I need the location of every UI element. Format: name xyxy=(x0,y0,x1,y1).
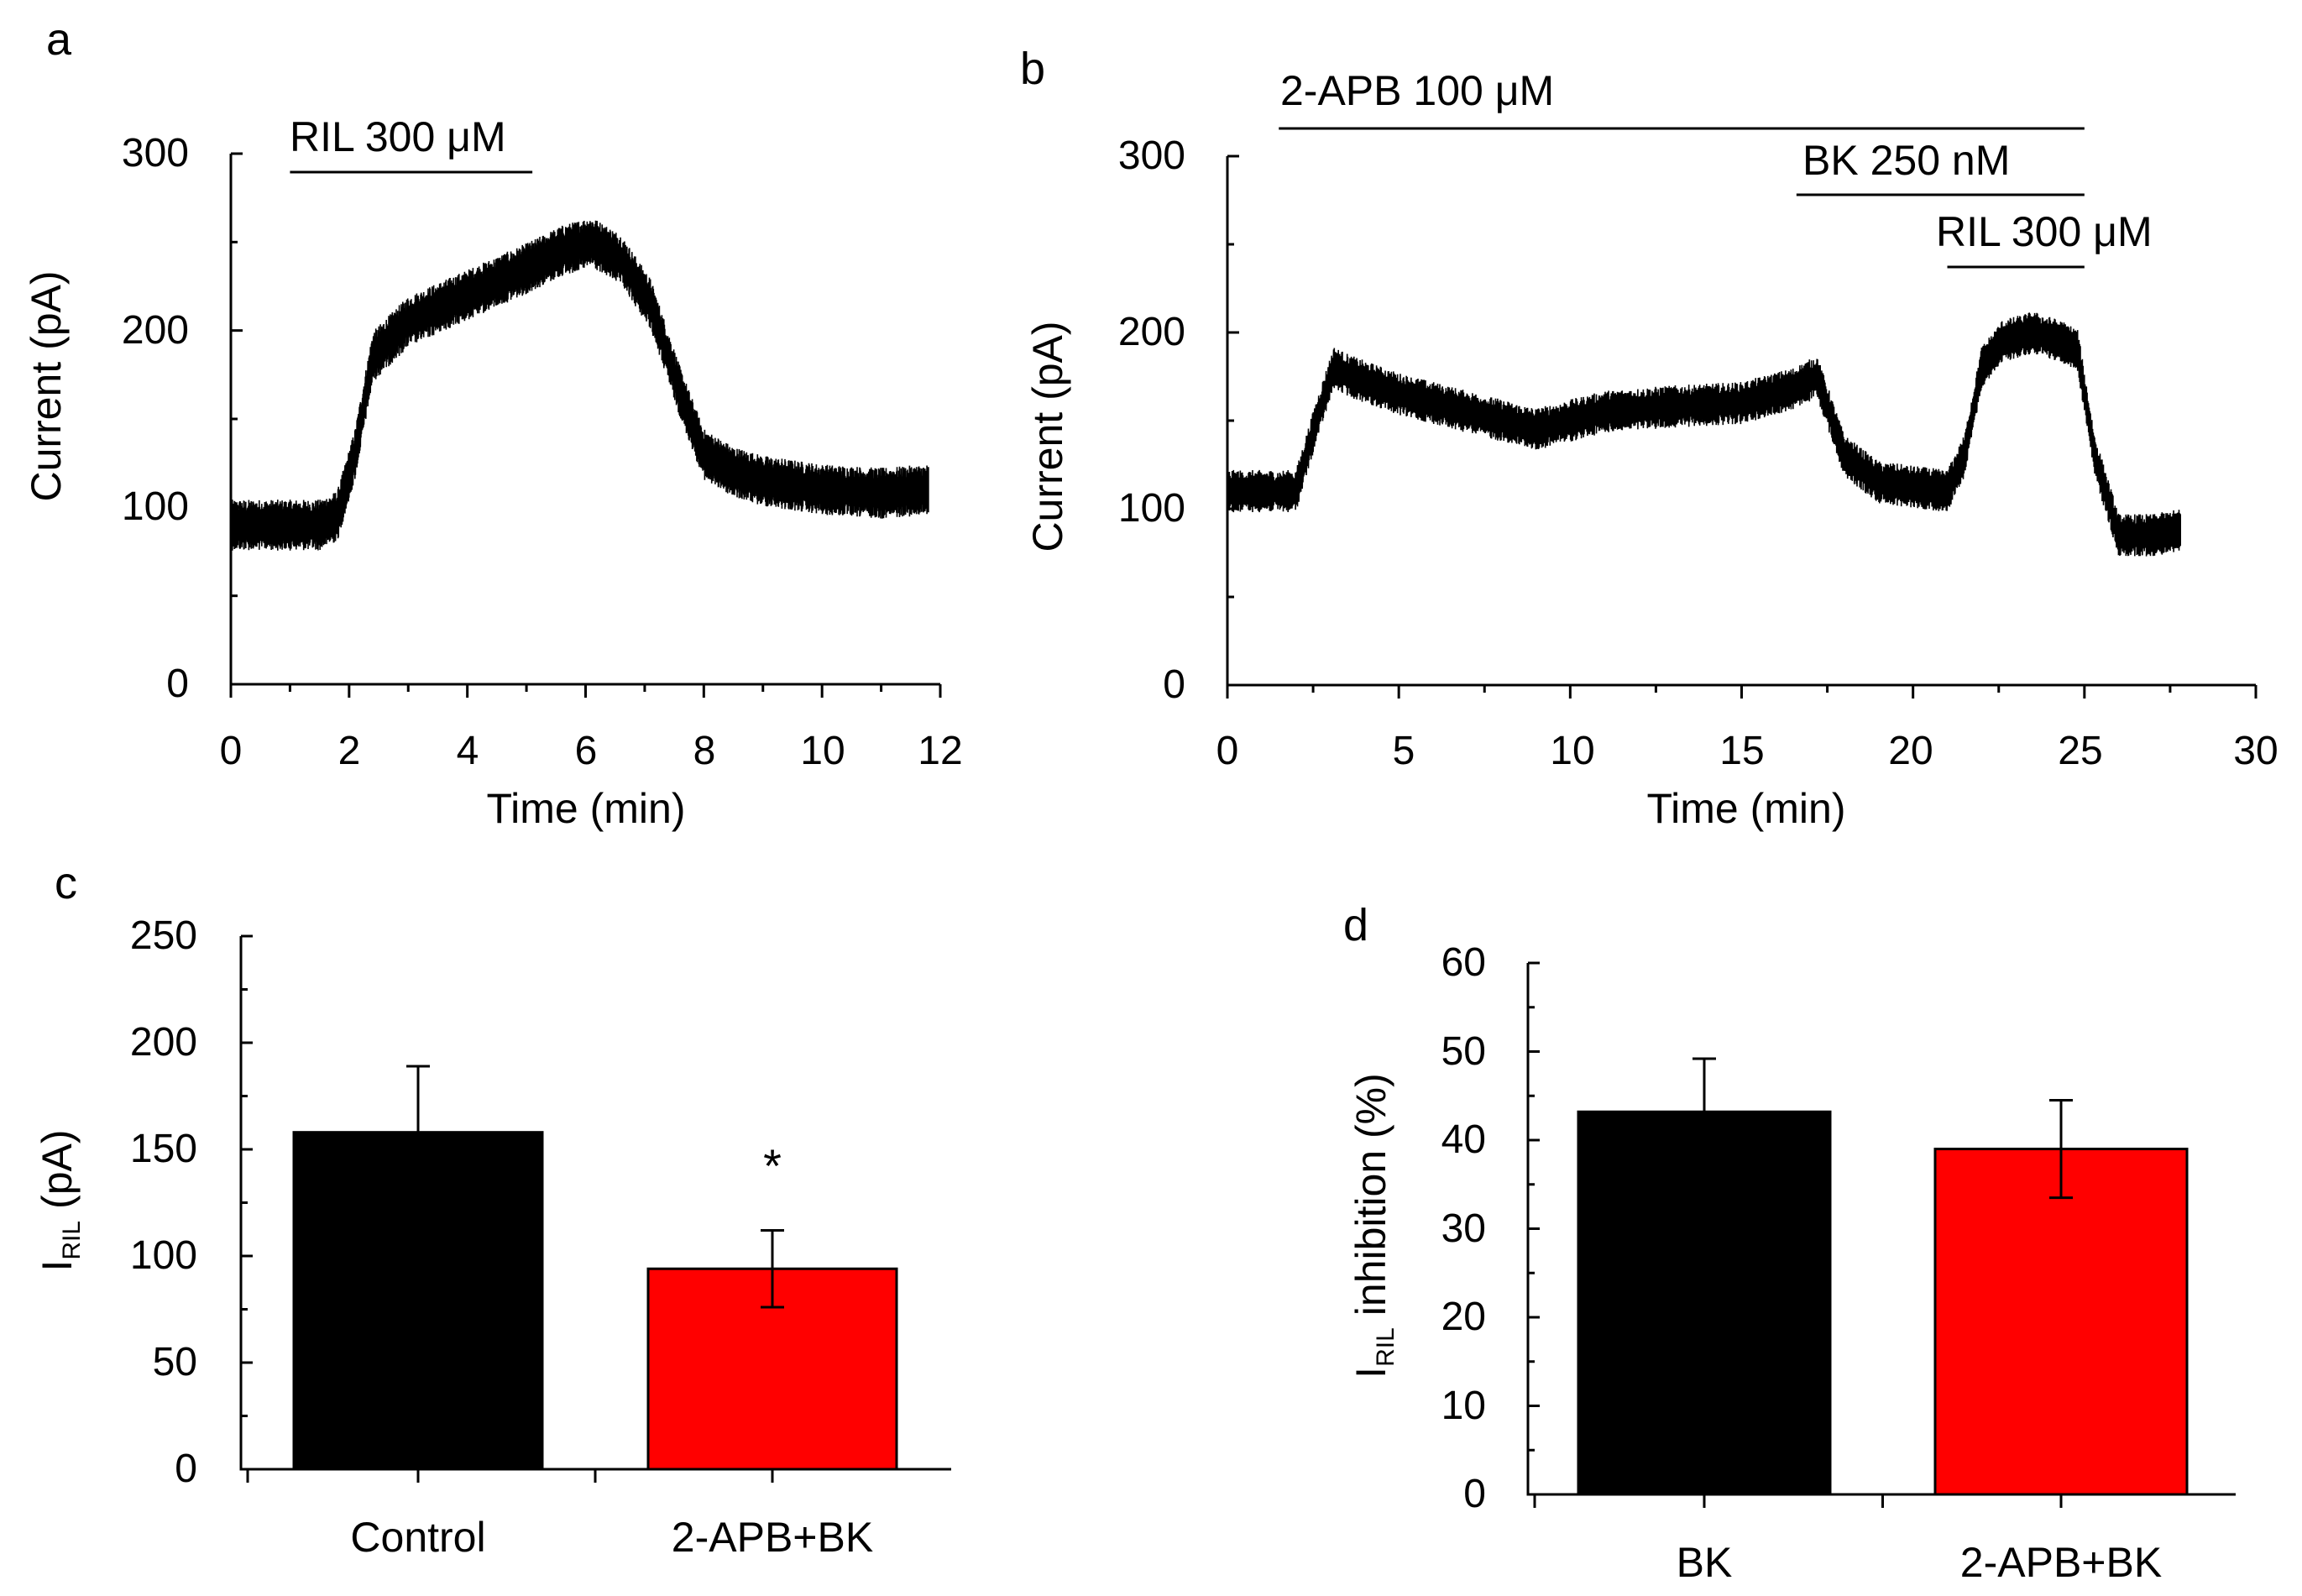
panel-b-x-tick-labels: 0 5 10 15 20 25 30 xyxy=(1216,729,2278,773)
x-tick-label: 6 xyxy=(575,729,598,773)
x-tick-label: 8 xyxy=(693,729,716,773)
panel-d-y-tick-labels: 0 10 20 30 40 50 60 xyxy=(1441,940,1486,1516)
panel-b: b 0 100 200 300 0 5 10 15 20 25 30 Time … xyxy=(1020,44,2278,832)
y-title-sub: RIL xyxy=(58,1221,86,1260)
panel-b-letter: b xyxy=(1020,44,1045,94)
x-tick-label: 10 xyxy=(800,729,845,773)
y-tick-label: 50 xyxy=(153,1340,197,1384)
x-tick-label: 20 xyxy=(1888,729,1933,773)
category-label: 2-APB+BK xyxy=(672,1514,873,1561)
bar-bk xyxy=(1577,1110,1832,1496)
y-tick-label: 40 xyxy=(1441,1117,1486,1162)
panel-a-ticks xyxy=(229,152,942,698)
panel-d-bars xyxy=(1533,1057,2189,1508)
y-tick-label: 200 xyxy=(1118,310,1185,354)
panel-a-letter: a xyxy=(46,14,72,65)
current-trace xyxy=(1227,312,2181,557)
y-axis-title: Current (pA) xyxy=(1024,321,1071,552)
y-title-unit: (pA) xyxy=(34,1129,81,1208)
y-tick-label: 100 xyxy=(1118,486,1185,531)
panel-b-annotations: 2-APB 100 μM BK 250 nM RIL 300 μM xyxy=(1279,67,2153,269)
bar-2-apb-bk xyxy=(1933,1148,2189,1496)
panel-a-x-tick-labels: 0 2 4 6 8 10 12 xyxy=(220,729,963,773)
panel-b-trace xyxy=(1227,312,2181,557)
panel-b-y-tick-labels: 0 100 200 300 xyxy=(1118,133,1185,707)
panel-a-annotations: RIL 300 μM xyxy=(290,113,533,174)
drug-label: RIL 300 μM xyxy=(290,113,506,160)
y-tick-label: 150 xyxy=(130,1127,197,1171)
x-tick-label: 30 xyxy=(2233,729,2278,773)
panel-d-letter: d xyxy=(1343,900,1368,950)
x-tick-label: 0 xyxy=(220,729,243,773)
y-tick-label: 10 xyxy=(1441,1384,1486,1428)
y-tick-label: 300 xyxy=(1118,133,1185,178)
x-axis-title: Time (min) xyxy=(1646,785,1845,832)
svg-text:IRIL(pA): IRIL (pA) xyxy=(34,1129,86,1271)
panel-a-trace xyxy=(230,220,929,551)
x-tick-label: 10 xyxy=(1550,729,1594,773)
drug-label: RIL 300 μM xyxy=(1936,208,2153,255)
y-tick-label: 0 xyxy=(1163,662,1185,707)
y-title-sub: RIL xyxy=(1372,1327,1400,1367)
y-tick-label: 20 xyxy=(1441,1295,1486,1339)
x-axis-title: Time (min) xyxy=(486,785,685,832)
panel-c-y-tick-labels: 0 50 100 150 200 250 xyxy=(130,913,197,1491)
panel-d-y-axis-title: IRIL inhibition (%) xyxy=(1347,1073,1400,1379)
panel-c-letter: c xyxy=(55,858,77,908)
drug-label: 2-APB 100 μM xyxy=(1280,67,1554,114)
x-tick-label: 25 xyxy=(2058,729,2102,773)
x-tick-label: 15 xyxy=(1719,729,1764,773)
drug-label: BK 250 nM xyxy=(1802,137,2010,184)
y-tick-label: 200 xyxy=(130,1020,197,1065)
y-tick-label: 100 xyxy=(122,484,189,529)
category-label: Control xyxy=(350,1514,485,1561)
panel-d: d 0 10 20 30 40 50 60 BK 2-APB+BK IRIL in… xyxy=(1343,900,2236,1586)
panel-a-y-tick-labels: 0 100 200 300 xyxy=(122,131,189,706)
panel-c-ticks xyxy=(241,934,253,1471)
y-title-main: I xyxy=(1347,1367,1394,1379)
x-tick-label: 2 xyxy=(338,729,361,773)
y-tick-label: 60 xyxy=(1441,940,1486,985)
category-label: 2-APB+BK xyxy=(1960,1539,2162,1586)
y-tick-label: 0 xyxy=(1463,1472,1486,1516)
category-label: BK xyxy=(1677,1539,1733,1586)
x-tick-label: 0 xyxy=(1216,729,1239,773)
y-tick-label: 250 xyxy=(130,913,197,958)
y-title-main: I xyxy=(34,1260,81,1272)
x-tick-label: 5 xyxy=(1393,729,1415,773)
panel-c: c 0 50 100 150 200 250 Control 2-APB+BK … xyxy=(34,858,951,1561)
y-tick-label: 200 xyxy=(122,308,189,353)
current-trace xyxy=(230,220,929,551)
y-tick-label: 0 xyxy=(166,662,189,706)
significance-star: * xyxy=(763,1139,782,1192)
panel-c-bars xyxy=(246,1065,898,1483)
panel-d-ticks xyxy=(1528,961,1540,1496)
y-tick-label: 100 xyxy=(130,1233,197,1278)
y-axis-title: Current (pA) xyxy=(23,270,70,501)
y-tick-label: 0 xyxy=(175,1447,197,1491)
y-tick-label: 50 xyxy=(1441,1029,1486,1074)
x-tick-label: 4 xyxy=(457,729,479,773)
x-tick-label: 12 xyxy=(918,729,962,773)
y-tick-label: 30 xyxy=(1441,1206,1486,1251)
panel-b-ticks xyxy=(1226,154,2258,699)
svg-text:IRILinhibition (%): IRIL inhibition (%) xyxy=(1347,1073,1400,1379)
y-title-unit: inhibition (%) xyxy=(1347,1073,1394,1316)
panel-c-y-axis-title: IRIL (pA) xyxy=(34,1129,86,1271)
y-tick-label: 300 xyxy=(122,131,189,175)
panel-a: a 0 100 200 300 0 2 4 6 8 10 12 Time (mi… xyxy=(23,14,963,832)
